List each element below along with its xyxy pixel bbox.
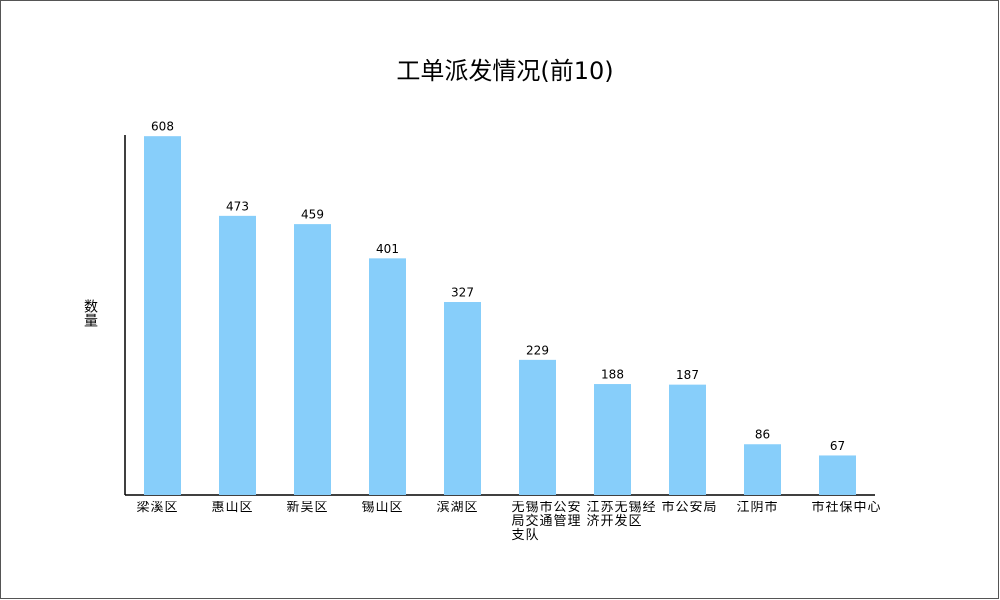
x-tick-label-box: 市公安局 xyxy=(661,501,718,515)
x-tick-label-box: 江阴市 xyxy=(736,501,779,515)
value-label: 459 xyxy=(301,208,324,222)
x-tick-label: 无锡市公安局交通管理支队 xyxy=(511,501,582,543)
bar xyxy=(294,224,331,496)
x-tick-label: 江阴市 xyxy=(736,501,779,515)
bar xyxy=(444,302,481,495)
value-label: 67 xyxy=(830,439,845,453)
bar xyxy=(369,258,406,495)
value-label: 188 xyxy=(601,368,624,382)
bar xyxy=(144,136,181,495)
value-label: 229 xyxy=(526,343,549,357)
bar xyxy=(594,384,631,495)
bar xyxy=(669,384,706,495)
value-label: 187 xyxy=(676,368,699,382)
x-tick-label: 梁溪区 xyxy=(136,501,179,515)
x-tick-label-box: 惠山区 xyxy=(211,501,254,515)
x-tick-label-box: 新吴区 xyxy=(286,501,329,515)
value-label: 327 xyxy=(451,286,474,300)
bar xyxy=(219,215,256,495)
x-tick-label: 新吴区 xyxy=(286,501,329,515)
x-tick-label-box: 锡山区 xyxy=(361,501,404,515)
value-label: 473 xyxy=(226,199,249,213)
x-tick-label-box: 市社保中心 xyxy=(811,501,882,515)
x-tick-label: 锡山区 xyxy=(361,501,404,515)
x-tick-label: 市公安局 xyxy=(661,501,718,515)
x-tick-label-box: 江苏无锡经济开发区 xyxy=(586,501,657,529)
bar xyxy=(819,455,856,495)
bar xyxy=(519,359,556,495)
x-tick-label-box: 无锡市公安局交通管理支队 xyxy=(511,501,582,543)
bar xyxy=(744,444,781,495)
x-tick-label: 滨湖区 xyxy=(436,501,479,515)
x-tick-label: 江苏无锡经济开发区 xyxy=(586,501,657,529)
value-label: 608 xyxy=(151,120,174,134)
chart-title: 工单派发情况(前10) xyxy=(396,57,613,85)
y-axis-label: 数量 xyxy=(82,299,98,327)
x-tick-label: 市社保中心 xyxy=(811,501,882,515)
value-label: 86 xyxy=(755,428,770,442)
x-tick-label-box: 滨湖区 xyxy=(436,501,479,515)
value-label: 401 xyxy=(376,242,399,256)
x-tick-label: 惠山区 xyxy=(211,501,254,515)
x-tick-label-box: 梁溪区 xyxy=(136,501,179,515)
